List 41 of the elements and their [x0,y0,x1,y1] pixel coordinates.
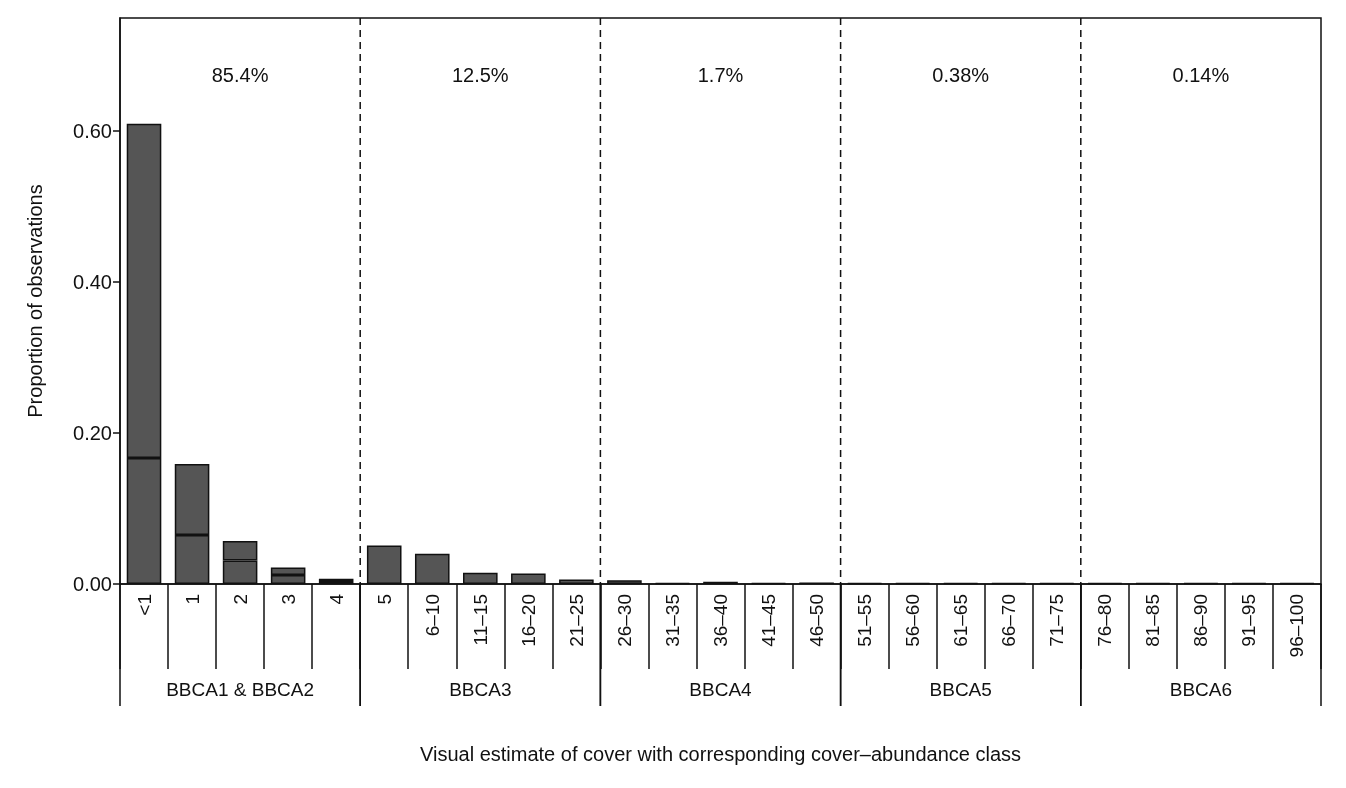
y-tick-label: 0.20 [73,422,112,445]
x-tick-label: 56–60 [902,594,924,647]
y-tick-label: 0.40 [73,271,112,294]
text: BBCA5 [929,678,992,700]
x-tick-label: 66–70 [998,594,1020,647]
annotation: 85.4% [211,64,269,86]
x-tick-label: 46–50 [806,594,828,647]
x-tick-label: 21–25 [565,594,587,647]
annotation: 0.38% [932,64,990,86]
x-tick-label: 26–30 [613,594,635,647]
x-tick-label: 41–45 [758,594,780,647]
x-tick-label: 1 [181,594,203,605]
x-tick-label: 76–80 [1094,594,1116,647]
x-tick-label: 31–35 [661,594,683,647]
x-tick-label: 3 [277,594,299,605]
annotation: 12.5% [451,64,509,86]
x-tick-label: 91–95 [1238,594,1260,647]
text: BBCA3 [449,678,512,700]
x-tick-label: 86–90 [1190,594,1212,647]
x-tick-label: 6–10 [421,594,443,637]
annotation: 0.14% [1172,64,1230,86]
x-tick-label: 71–75 [1046,594,1068,647]
text: BBCA6 [1169,678,1233,700]
x-tick-label: 61–65 [950,594,972,647]
x-tick-label: 5 [373,594,395,605]
x-axis-title: Visual estimate of cover with corresponding cover–abundance class [419,743,1022,765]
y-tick-label: 0.60 [73,120,112,143]
x-tick-label: 4 [325,593,347,605]
x-tick-label: <1 [133,594,155,616]
x-tick-label: 51–55 [854,594,876,647]
x-tick-label: 2 [229,594,251,605]
y-tick-label: 0.00 [73,573,112,595]
y-axis-title: Proportion of observations [24,184,46,418]
x-tick-label: 36–40 [710,594,731,647]
x-tick-label: 96–100 [1286,594,1308,658]
x-tick-label: 81–85 [1142,594,1164,647]
x-tick-label: 16–20 [517,594,539,647]
text: BBCA4 [689,678,753,700]
x-tick-label: 11–15 [469,594,491,646]
text: BBCA1 & BBCA2 [166,678,315,700]
annotation: 1.7% [697,64,744,86]
